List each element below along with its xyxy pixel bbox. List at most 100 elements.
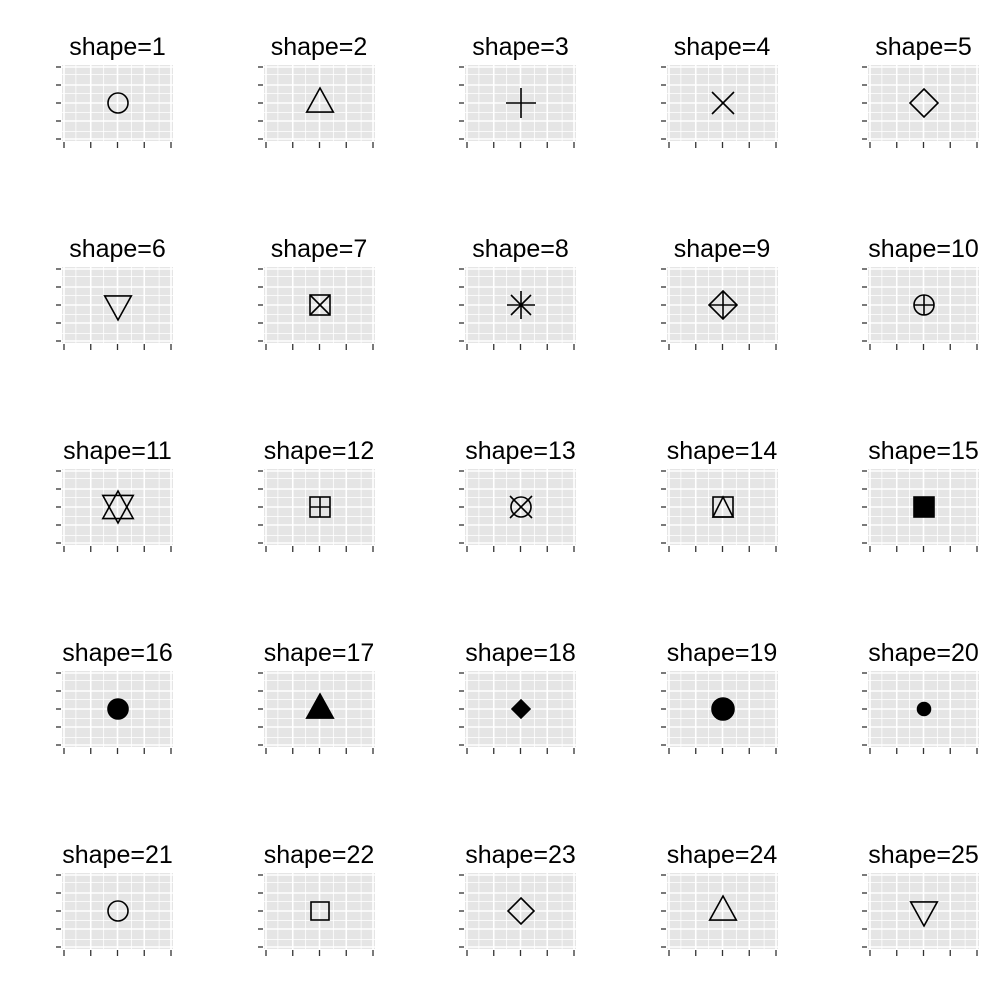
facet-plot-area <box>660 267 778 350</box>
facet-title: shape=11 <box>63 437 172 465</box>
facet-plot-area <box>257 873 375 956</box>
y-axis-ticks <box>257 672 263 746</box>
facet-title: shape=18 <box>465 639 576 667</box>
y-axis-ticks <box>862 268 867 342</box>
panel-gridlines <box>868 873 979 949</box>
y-axis-ticks <box>257 268 263 342</box>
facet-plot-area <box>459 267 576 350</box>
data-point-fillable-diamond <box>506 896 536 926</box>
facet-plot-area <box>862 873 979 956</box>
facet-title: shape=12 <box>263 437 375 465</box>
facet-plot-area <box>459 873 576 956</box>
y-axis-ticks <box>660 874 666 948</box>
y-axis-ticks <box>862 874 867 948</box>
x-axis-ticks <box>264 950 374 956</box>
data-point-square-triangle <box>711 495 734 518</box>
x-axis-ticks <box>869 546 978 552</box>
x-axis-ticks <box>869 344 978 350</box>
facet-panel: shape=5 <box>806 0 1006 200</box>
data-point-open-triangle-up <box>304 86 335 113</box>
facet-title: shape=2 <box>270 33 368 61</box>
facet-title: shape=4 <box>673 33 771 61</box>
panel-gridlines <box>666 469 778 545</box>
facet-plot-area <box>257 65 375 148</box>
panel-gridlines <box>62 873 173 949</box>
data-point-plus <box>506 88 536 118</box>
y-axis-ticks <box>257 874 263 948</box>
data-point-cross <box>710 91 735 115</box>
data-point-diamond-plus <box>707 289 738 321</box>
data-point-open-diamond <box>908 87 940 119</box>
facet-plot-area <box>459 65 576 148</box>
data-point-filled-square <box>913 496 935 518</box>
facet-title: shape=20 <box>868 639 979 667</box>
data-point-open-triangle-down <box>103 295 133 322</box>
facet-panel: shape=8 <box>403 202 603 402</box>
facet-panel: shape=15 <box>806 404 1006 604</box>
facet-panel: shape=19 <box>605 606 805 806</box>
x-axis-ticks <box>264 142 374 148</box>
data-point-fillable-triangle-down <box>909 901 939 928</box>
x-axis-ticks <box>466 546 575 552</box>
facet-title: shape=9 <box>673 235 771 263</box>
x-axis-ticks <box>869 950 978 956</box>
x-axis-ticks <box>466 950 575 956</box>
data-point-filled-circle-small <box>916 701 932 717</box>
y-axis-ticks <box>257 470 263 544</box>
facet-plot-area <box>56 469 173 552</box>
y-axis-ticks <box>56 672 61 746</box>
facet-title: shape=1 <box>69 33 166 61</box>
facet-title: shape=23 <box>465 841 576 869</box>
facet-plot-area <box>660 65 778 148</box>
x-axis-ticks <box>63 546 172 552</box>
data-point-fillable-triangle-up <box>707 894 738 921</box>
x-axis-ticks <box>264 546 374 552</box>
facet-plot-area <box>660 873 778 956</box>
facet-plot-area <box>660 671 778 754</box>
panel-gridlines <box>465 873 576 949</box>
x-axis-ticks <box>63 344 172 350</box>
facet-title: shape=10 <box>868 235 979 263</box>
facet-panel: shape=22 <box>202 808 402 1008</box>
x-axis-ticks <box>466 748 575 754</box>
facet-plot-area <box>56 671 173 754</box>
facet-panel: shape=25 <box>806 808 1006 1008</box>
facet-plot-area <box>56 267 173 350</box>
facet-plot-area <box>459 469 576 552</box>
y-axis-ticks <box>459 470 464 544</box>
data-point-circle-plus <box>913 294 935 316</box>
y-axis-ticks <box>459 268 464 342</box>
facet-plot-area <box>459 671 576 754</box>
facet-plot-area <box>56 873 173 956</box>
facet-title: shape=14 <box>666 437 778 465</box>
facet-plot-area <box>862 65 979 148</box>
y-axis-ticks <box>56 268 61 342</box>
data-point-circle-cross <box>509 495 533 519</box>
facet-title: shape=19 <box>666 639 778 667</box>
data-point-square-cross <box>308 294 331 316</box>
facet-panel: shape=9 <box>605 202 805 402</box>
facet-plot-area <box>862 469 979 552</box>
facet-title: shape=5 <box>875 33 972 61</box>
data-point-open-circle <box>107 92 129 114</box>
facet-plot-area <box>257 267 375 350</box>
facet-plot-area <box>257 469 375 552</box>
y-axis-ticks <box>660 470 666 544</box>
facet-plot-area <box>862 267 979 350</box>
facet-panel: shape=18 <box>403 606 603 806</box>
x-axis-ticks <box>869 142 978 148</box>
data-point-filled-diamond <box>510 698 532 720</box>
x-axis-ticks <box>667 142 777 148</box>
facet-panel: shape=13 <box>403 404 603 604</box>
data-point-square-plus <box>308 496 331 518</box>
panel-gridlines <box>868 65 979 141</box>
x-axis-ticks <box>466 142 575 148</box>
facet-title: shape=21 <box>62 841 173 869</box>
data-point-asterisk <box>507 291 535 319</box>
panel-gridlines <box>465 469 576 545</box>
x-axis-ticks <box>869 748 978 754</box>
x-axis-ticks <box>667 748 777 754</box>
y-axis-ticks <box>459 672 464 746</box>
facet-panel: shape=23 <box>403 808 603 1008</box>
facet-title: shape=8 <box>472 235 569 263</box>
